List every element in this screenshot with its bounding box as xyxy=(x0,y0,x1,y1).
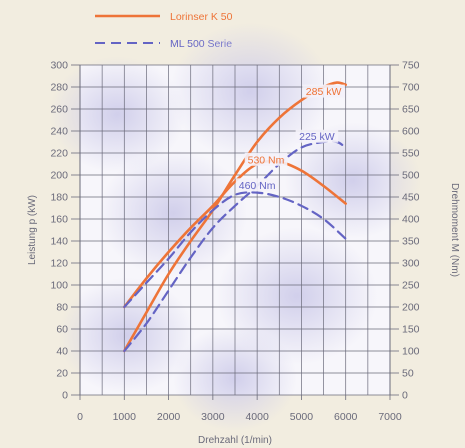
annotations: 285 kW 225 kW 530 Nm 460 Nm xyxy=(235,84,345,192)
y-right-tick-label: 50 xyxy=(402,368,414,380)
legend-label-lorinser: Lorinser K 50 xyxy=(170,11,233,23)
y-right-tick-label: 600 xyxy=(402,126,420,138)
x-tick-label: 0 xyxy=(77,411,83,423)
y-left-tick-label: 60 xyxy=(56,324,68,336)
background-blob xyxy=(98,150,248,277)
series-line-3-torque xyxy=(123,191,347,309)
y-right-tick-label: 0 xyxy=(402,390,408,402)
grid xyxy=(80,64,391,396)
x-axis-label: Drehzahl (1/min) xyxy=(198,435,272,446)
x-tick-label: 4000 xyxy=(245,411,269,423)
y-right-tick-label: 450 xyxy=(402,192,420,204)
y-right-tick-label: 250 xyxy=(402,280,420,292)
annotation-backdrop xyxy=(302,84,345,98)
y-left-tick-label: 40 xyxy=(56,346,68,358)
y-left-tick-label: 20 xyxy=(56,368,68,380)
y-right-tick-label: 350 xyxy=(402,236,420,248)
x-tick-label: 1000 xyxy=(113,411,137,423)
y-right-tick-label: 400 xyxy=(402,214,420,226)
axes: 0 20 40 60 80 100 120 140 160 180 200 220 240 260 280 3… xyxy=(50,60,419,424)
y-left-tick-label: 200 xyxy=(50,170,68,182)
background-blob xyxy=(58,277,195,394)
annotation-backdrop xyxy=(244,152,288,166)
annotation-backdrop xyxy=(235,178,279,192)
y-left-tick-label: 220 xyxy=(50,148,68,160)
background-blob xyxy=(284,122,421,239)
background-blob xyxy=(169,22,332,161)
y-left-tick-label: 120 xyxy=(50,258,68,270)
series-line-1-torque xyxy=(123,159,347,309)
y-axis-right-label: Drehmoment M (Nm) xyxy=(449,183,460,277)
y-right-tick-label: 300 xyxy=(402,258,420,270)
y-right-tick-label: 500 xyxy=(402,170,420,182)
x-tick-label: 5000 xyxy=(290,411,314,423)
annotation-label-2: 530 Nm xyxy=(248,154,285,166)
x-tick-label: 2000 xyxy=(157,411,181,423)
y-left-tick-label: 160 xyxy=(50,214,68,226)
annotation-label-0: 285 kW xyxy=(306,86,342,98)
y-left-tick-label: 240 xyxy=(50,126,68,138)
y-right-tick-label: 100 xyxy=(402,346,420,358)
y-axis-left-label: Leistung p (kW) xyxy=(27,195,38,265)
background-blob xyxy=(49,56,186,173)
annotation-backdrop xyxy=(295,129,339,143)
y-right-tick-label: 550 xyxy=(402,148,420,160)
y-left-tick-label: 0 xyxy=(62,390,68,402)
y-right-tick-label: 150 xyxy=(402,324,420,336)
y-left-tick-label: 300 xyxy=(50,60,68,72)
x-tick-label: 7000 xyxy=(378,411,402,423)
y-right-tick-label: 200 xyxy=(402,302,420,314)
y-left-tick-label: 80 xyxy=(56,302,68,314)
y-right-tick-label: 700 xyxy=(402,82,420,94)
y-right-tick-label: 650 xyxy=(402,104,420,116)
annotation-label-1: 225 kW xyxy=(299,131,335,143)
y-right-tick-label: 750 xyxy=(402,60,420,72)
x-tick-label: 6000 xyxy=(334,411,358,423)
y-left-tick-label: 140 xyxy=(50,236,68,248)
x-tick-label: 3000 xyxy=(201,411,225,423)
y-left-tick-label: 280 xyxy=(50,82,68,94)
y-left-tick-label: 180 xyxy=(50,192,68,204)
y-left-tick-label: 100 xyxy=(50,280,68,292)
annotation-label-3: 460 Nm xyxy=(239,180,276,192)
y-left-tick-label: 260 xyxy=(50,104,68,116)
